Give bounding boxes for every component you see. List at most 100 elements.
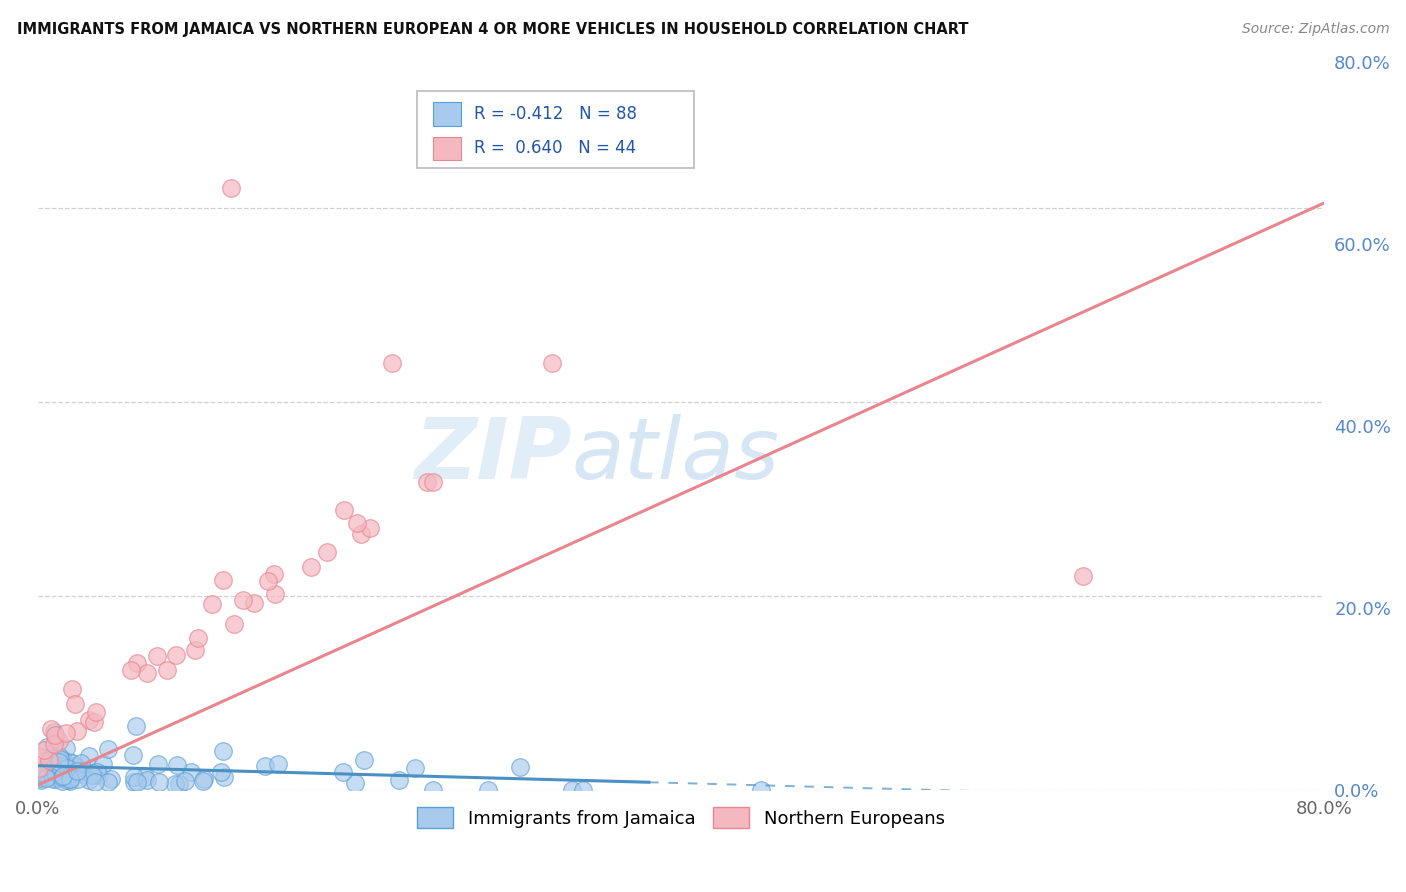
Point — [30, 764, 52, 779]
Point — [97, 774, 120, 789]
Point — [212, 573, 235, 587]
Point — [39, 723, 62, 737]
Point — [51, 773, 73, 788]
Point — [77, 772, 100, 787]
Point — [191, 773, 214, 788]
Point — [350, 527, 373, 541]
Point — [572, 783, 595, 797]
Point — [187, 631, 209, 645]
Point — [59, 772, 82, 786]
Point — [219, 181, 242, 195]
Point — [332, 765, 354, 780]
Point — [263, 567, 285, 582]
Point — [404, 761, 426, 775]
Point — [44, 737, 66, 751]
Point — [125, 657, 148, 671]
Point — [34, 771, 56, 785]
Point — [38, 753, 60, 767]
Point — [388, 773, 411, 788]
Point — [267, 757, 290, 772]
Point — [84, 774, 107, 789]
Point — [193, 772, 215, 786]
Point — [42, 724, 65, 739]
Point — [148, 775, 170, 789]
Point — [56, 773, 79, 788]
Point — [125, 719, 148, 733]
Point — [42, 772, 65, 786]
Point — [48, 749, 70, 764]
Point — [124, 775, 146, 789]
Point — [63, 759, 86, 773]
Text: atlas: atlas — [572, 414, 780, 497]
Point — [35, 740, 58, 755]
Point — [45, 731, 67, 745]
Point — [751, 783, 773, 797]
Point — [69, 756, 91, 770]
Point — [46, 759, 69, 773]
Point — [86, 765, 108, 780]
Point — [561, 783, 583, 797]
Point — [380, 356, 402, 370]
Point — [97, 742, 120, 756]
Text: ZIP: ZIP — [413, 414, 572, 497]
Point — [39, 749, 62, 764]
Point — [122, 770, 145, 784]
Point — [53, 772, 76, 787]
Point — [1184, 26, 1206, 40]
Point — [28, 750, 51, 764]
Point — [232, 592, 254, 607]
Point — [222, 617, 245, 632]
Point — [211, 744, 233, 758]
Point — [127, 774, 149, 789]
Point — [58, 756, 80, 770]
Point — [52, 762, 75, 776]
Point — [44, 764, 66, 779]
Point — [79, 749, 101, 764]
Point — [55, 726, 77, 740]
Point — [120, 663, 142, 677]
Point — [49, 756, 72, 771]
Point — [257, 574, 280, 588]
Point — [148, 756, 170, 771]
Point — [55, 741, 77, 756]
Point — [333, 502, 356, 516]
Point — [135, 772, 157, 787]
Text: Source: ZipAtlas.com: Source: ZipAtlas.com — [1241, 22, 1389, 37]
Point — [80, 768, 103, 782]
Point — [45, 772, 67, 786]
Text: R = -0.412   N = 88: R = -0.412 N = 88 — [474, 105, 637, 123]
Point — [316, 544, 339, 558]
Point — [79, 713, 101, 727]
Point — [32, 766, 55, 780]
Point — [253, 759, 276, 773]
Point — [422, 783, 444, 797]
Legend: Immigrants from Jamaica, Northern Europeans: Immigrants from Jamaica, Northern Europe… — [411, 800, 952, 836]
Point — [32, 743, 55, 757]
FancyBboxPatch shape — [418, 91, 695, 168]
Point — [184, 643, 207, 657]
Point — [264, 587, 287, 601]
Point — [41, 761, 63, 775]
Point — [60, 681, 83, 696]
Point — [59, 774, 82, 789]
Point — [359, 520, 381, 534]
Point — [49, 759, 72, 773]
Point — [66, 764, 89, 778]
FancyBboxPatch shape — [433, 103, 461, 126]
Point — [51, 755, 73, 769]
Point — [49, 752, 72, 766]
Point — [30, 772, 52, 787]
Point — [416, 475, 439, 490]
Point — [165, 648, 187, 662]
Point — [48, 755, 70, 769]
Point — [28, 763, 51, 777]
Point — [51, 770, 73, 784]
Point — [91, 756, 114, 771]
Point — [30, 772, 52, 786]
Point — [156, 663, 179, 677]
Point — [37, 768, 59, 782]
Point — [344, 775, 367, 789]
Point — [45, 771, 67, 785]
FancyBboxPatch shape — [433, 136, 461, 160]
Point — [87, 768, 110, 782]
